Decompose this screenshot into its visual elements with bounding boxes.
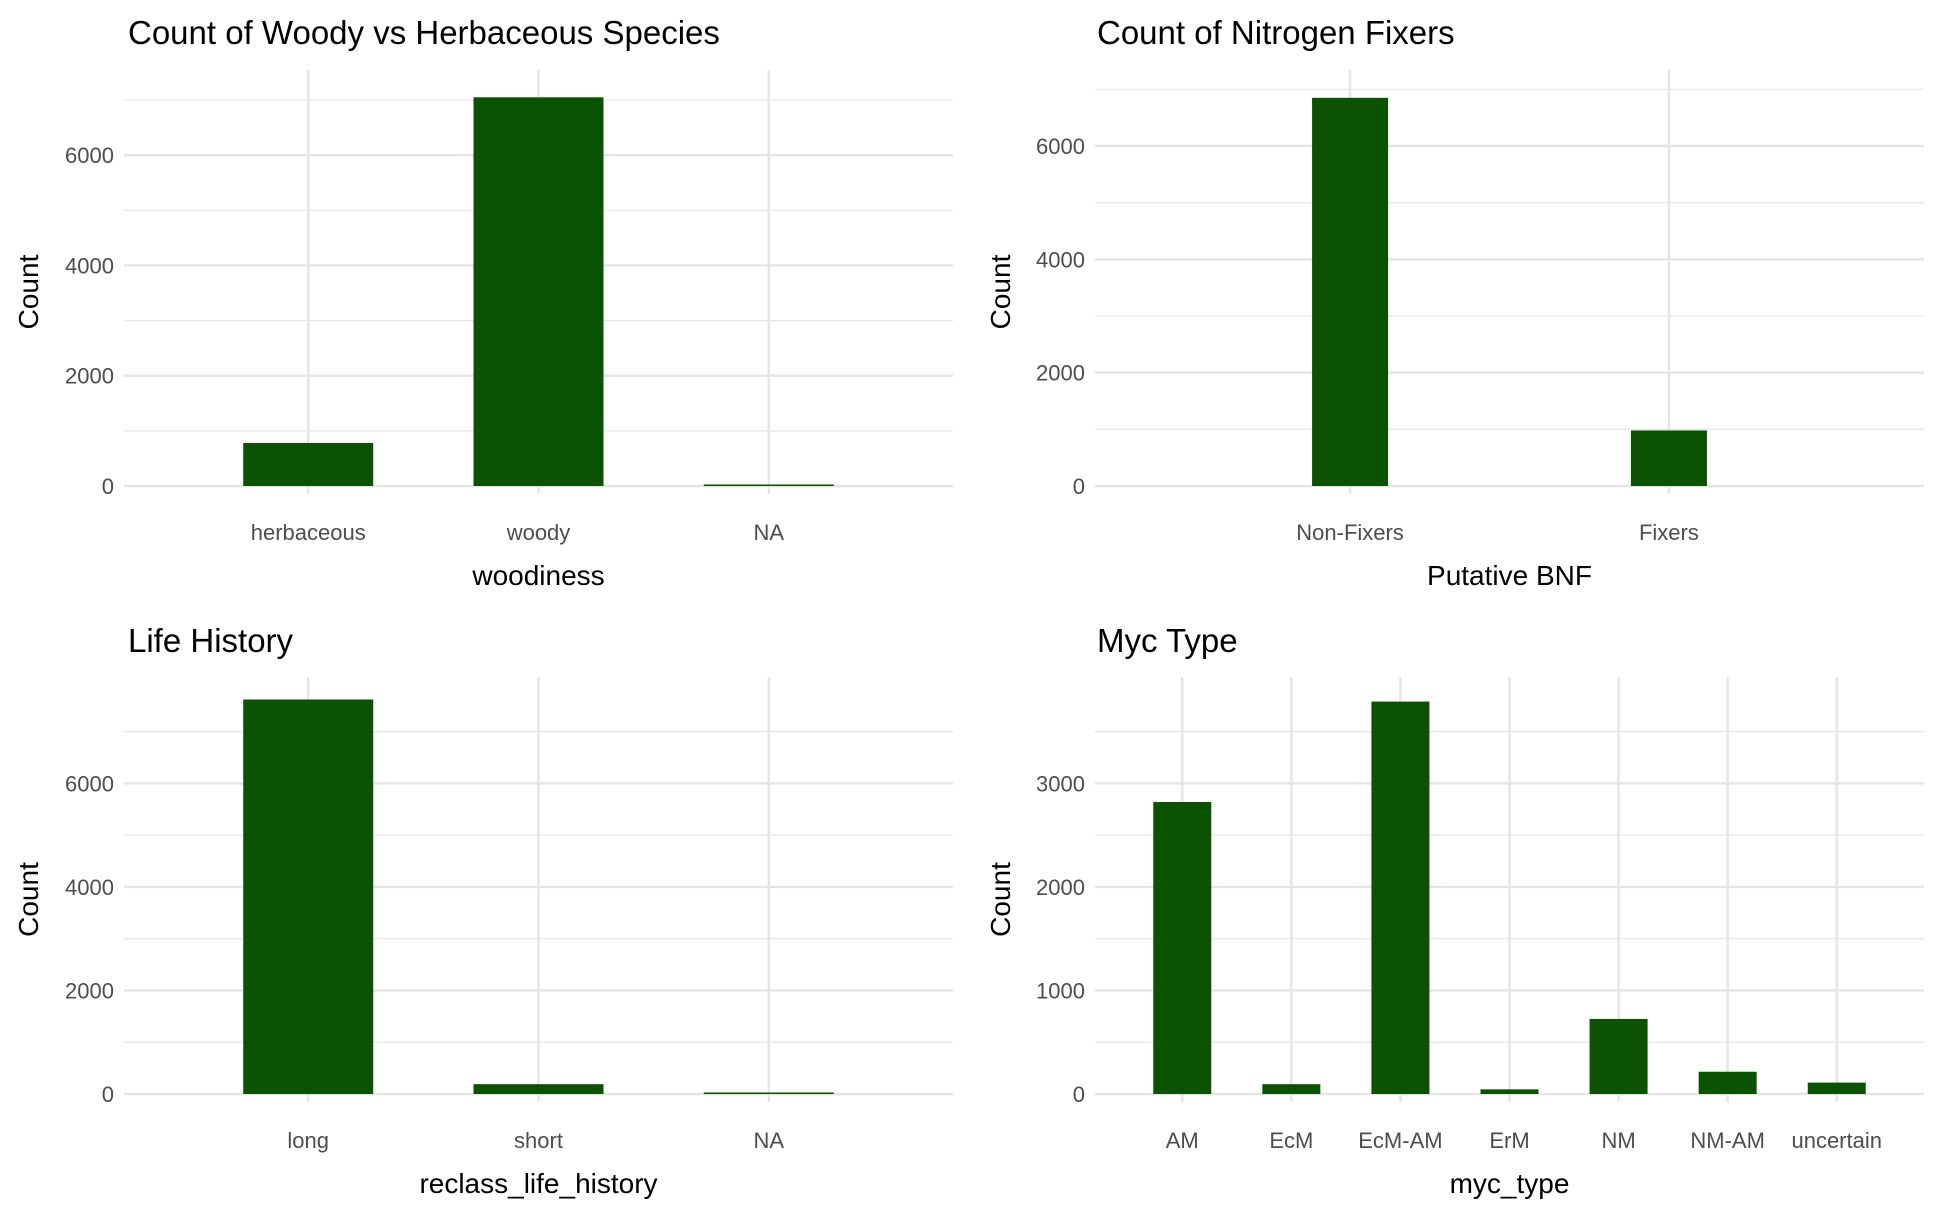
y-axis-label: Count	[985, 254, 1016, 329]
x-tick-label: AM	[1166, 1128, 1199, 1153]
chart-title: Count of Woody vs Herbaceous Species	[128, 14, 720, 51]
x-tick-label: uncertain	[1791, 1128, 1882, 1153]
x-axis-label: woodiness	[471, 560, 604, 591]
y-tick-label: 2000	[1036, 361, 1085, 386]
bar-long	[243, 699, 374, 1094]
bar-herbaceous	[243, 442, 374, 486]
bar-na	[703, 1092, 834, 1094]
x-tick-label: short	[514, 1128, 563, 1153]
y-tick-label: 4000	[65, 875, 114, 900]
bar-nm-am	[1698, 1071, 1757, 1094]
x-tick-label: NA	[753, 520, 784, 545]
x-tick-label: Fixers	[1639, 520, 1699, 545]
bar-ecm-am	[1371, 701, 1430, 1094]
x-tick-label: woody	[506, 520, 571, 545]
bar-nm	[1589, 1018, 1648, 1094]
x-tick-label: NM-AM	[1690, 1128, 1765, 1153]
bar-erm	[1480, 1089, 1539, 1094]
y-axis-label: Count	[13, 862, 44, 937]
y-tick-label: 2000	[65, 364, 114, 389]
y-tick-label: 6000	[1036, 134, 1085, 159]
bar-non-fixers	[1312, 97, 1389, 486]
y-axis-label: Count	[985, 862, 1016, 937]
y-tick-label: 1000	[1036, 978, 1085, 1003]
y-tick-label: 0	[1073, 474, 1085, 499]
y-tick-label: 0	[1073, 1082, 1085, 1107]
bar-na	[703, 484, 834, 486]
x-tick-label: NA	[753, 1128, 784, 1153]
bar-uncertain	[1807, 1082, 1866, 1094]
y-tick-label: 4000	[65, 253, 114, 278]
bar-am	[1153, 802, 1212, 1094]
x-axis-label: Putative BNF	[1427, 560, 1592, 591]
bar-woody	[473, 97, 604, 486]
x-tick-label: EcM-AM	[1358, 1128, 1442, 1153]
y-tick-label: 2000	[65, 978, 114, 1003]
bar-short	[473, 1084, 604, 1094]
x-tick-label: Non-Fixers	[1296, 520, 1404, 545]
chart-title: Myc Type	[1097, 622, 1238, 659]
y-tick-label: 2000	[1036, 875, 1085, 900]
y-tick-label: 6000	[65, 143, 114, 168]
y-tick-label: 0	[102, 1082, 114, 1107]
x-tick-label: ErM	[1489, 1128, 1529, 1153]
x-tick-label: long	[287, 1128, 329, 1153]
x-tick-label: herbaceous	[251, 520, 366, 545]
x-axis-label: myc_type	[1450, 1168, 1570, 1199]
y-tick-label: 0	[102, 474, 114, 499]
y-tick-label: 6000	[65, 771, 114, 796]
y-tick-label: 3000	[1036, 771, 1085, 796]
y-axis-label: Count	[13, 254, 44, 329]
x-axis-label: reclass_life_history	[419, 1168, 657, 1199]
x-tick-label: NM	[1601, 1128, 1635, 1153]
y-tick-label: 4000	[1036, 247, 1085, 272]
chart-title: Count of Nitrogen Fixers	[1097, 14, 1455, 51]
bar-ecm	[1262, 1084, 1321, 1094]
bar-fixers	[1630, 430, 1707, 486]
x-tick-label: EcM	[1269, 1128, 1313, 1153]
chart-title: Life History	[128, 622, 294, 659]
